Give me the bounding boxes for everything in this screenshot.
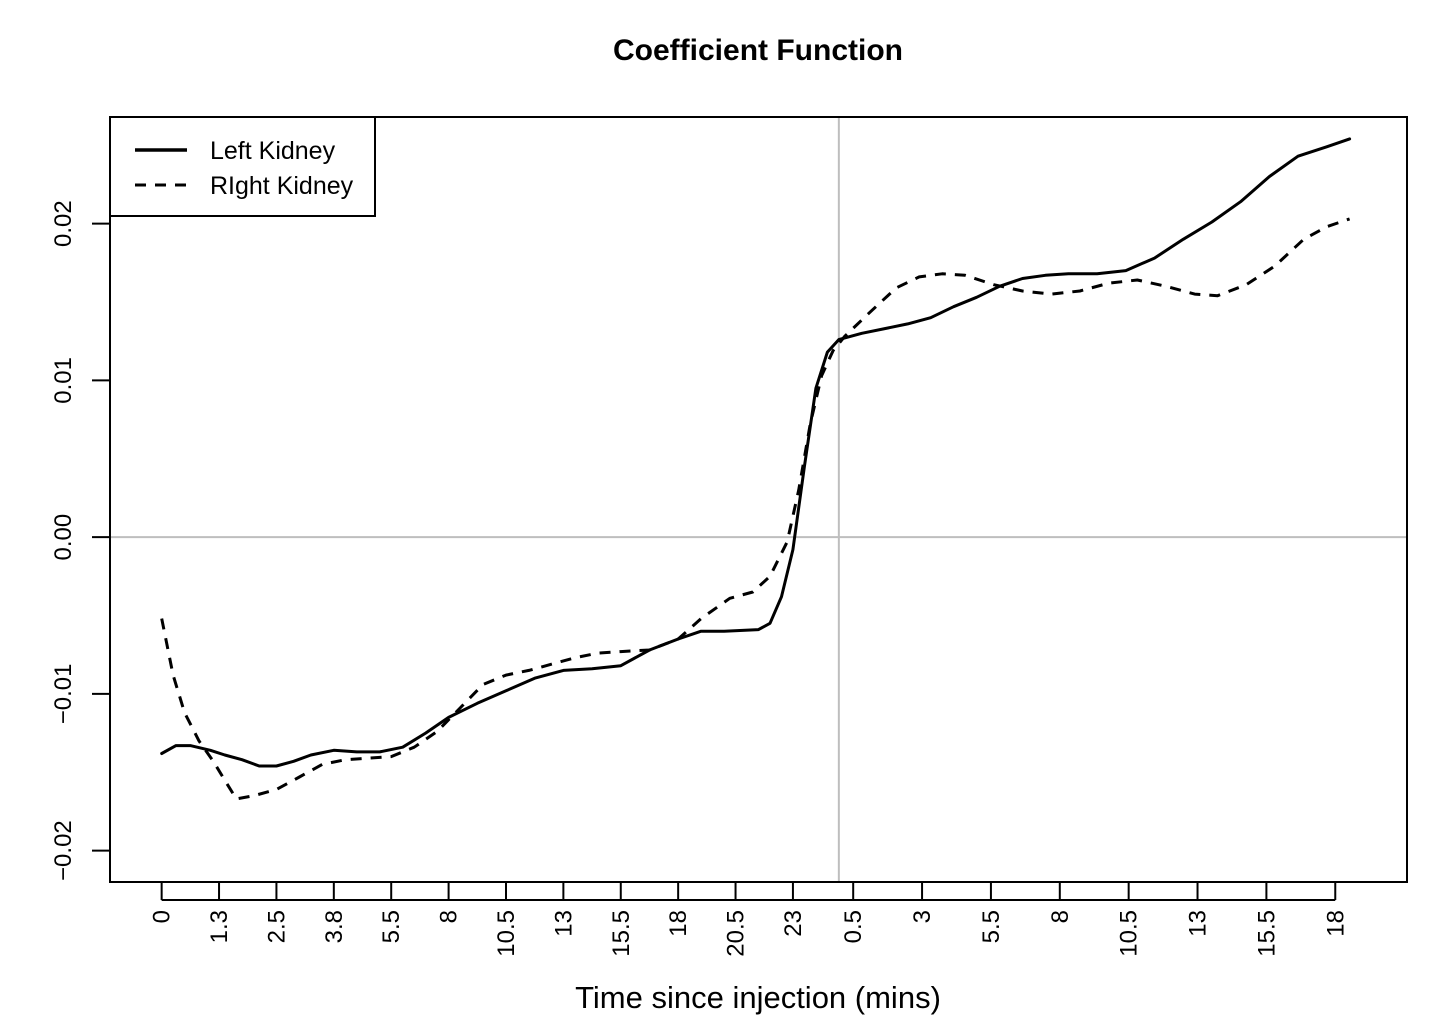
x-tick-label: 13 (550, 910, 577, 937)
legend-box (109, 116, 376, 217)
y-tick-label: 0.00 (50, 514, 77, 561)
x-tick-label: 0 (149, 910, 176, 923)
x-tick-label: 0.5 (840, 910, 867, 943)
y-tick-label: 0.02 (50, 200, 77, 247)
x-tick-label: 23 (780, 910, 807, 937)
legend-label-right-kidney: RIght Kidney (210, 172, 354, 200)
x-tick-label: 1.3 (206, 910, 233, 943)
y-axis: −0.02 −0.01 0.00 0.01 0.02 (50, 200, 110, 881)
x-tick-label: 15.5 (1253, 910, 1280, 957)
x-tick-label: 18 (1322, 910, 1349, 937)
x-tick-label: 15.5 (608, 910, 635, 957)
x-tick-label: 5.5 (978, 910, 1005, 943)
series-line-right-kidney (160, 217, 1351, 801)
x-tick-label: 10.5 (1116, 910, 1143, 957)
legend-label-left-kidney: Left Kidney (210, 137, 336, 165)
x-tick-label: 13 (1185, 910, 1212, 937)
x-tick-label: 2.5 (263, 910, 290, 943)
x-tick-label: 8 (1047, 910, 1074, 923)
series-layer (160, 137, 1352, 801)
x-tick-label: 20.5 (723, 910, 750, 957)
x-tick-label: 3.8 (321, 910, 348, 943)
x-axis-label: Time since injection (mins) (575, 980, 941, 1015)
legend: Left Kidney RIght Kidney (109, 116, 376, 217)
x-tick-label: 18 (665, 910, 692, 937)
y-tick-label: 0.01 (50, 357, 77, 404)
x-axis: 0 1.3 2.5 3.8 5.5 8 10.5 13 15.5 18 20.5 23 0.5 3 5.5 8… (149, 882, 1349, 957)
plot-frame (109, 116, 1408, 883)
x-tick-label: 10.5 (493, 910, 520, 957)
y-tick-label: −0.02 (50, 820, 77, 881)
series-line-left-kidney (160, 137, 1352, 768)
chart-title: Coefficient Function (613, 34, 903, 67)
y-tick-label: −0.01 (50, 664, 77, 725)
reference-lines (110, 117, 1407, 882)
x-tick-label: 8 (436, 910, 463, 923)
x-tick-label: 5.5 (378, 910, 405, 943)
x-tick-label: 3 (909, 910, 936, 923)
